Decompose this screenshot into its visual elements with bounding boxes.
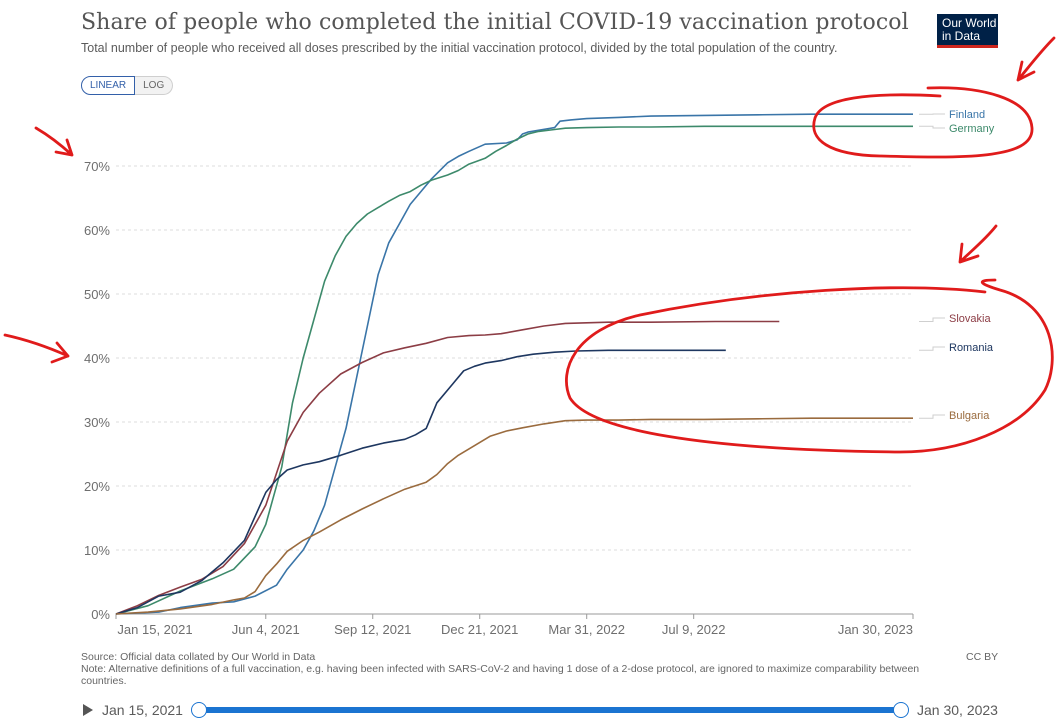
- y-tick-label: 60%: [84, 223, 110, 238]
- chart-title: Share of people who completed the initia…: [81, 10, 909, 35]
- legend-connector: [919, 346, 945, 351]
- annotation-arrow-40: [3, 333, 70, 364]
- series-label-bulgaria: Bulgaria: [949, 410, 990, 422]
- source-text: Source: Official data collated by Our Wo…: [81, 651, 316, 663]
- series-line-finland: [115, 113, 913, 615]
- series-line-bulgaria: [115, 417, 913, 615]
- scale-toggle[interactable]: LINEAR LOG: [81, 76, 174, 95]
- legend-connector: [919, 414, 945, 419]
- timeline-end-handle[interactable]: [893, 702, 909, 718]
- annotation-circle-top: [812, 86, 1034, 159]
- timeline-start-label: Jan 15, 2021: [102, 702, 183, 718]
- annotation-arrow-mid-right: [958, 224, 998, 264]
- chart-subtitle: Total number of people who received all …: [81, 41, 838, 55]
- chart-footer: Source: Official data collated by Our Wo…: [81, 651, 961, 687]
- series-label-finland: Finland: [949, 109, 985, 121]
- y-tick-label: 70%: [84, 159, 110, 174]
- x-tick-label: Sep 12, 2021: [334, 622, 411, 637]
- label-layer: Finland Germany Slovakia Romania Bulgaria: [919, 109, 995, 422]
- series-layer: [115, 113, 913, 615]
- series-line-germany: [115, 125, 913, 615]
- timeline-track[interactable]: [197, 707, 903, 713]
- timeline-end-label: Jan 30, 2023: [917, 702, 998, 718]
- series-label-slovakia: Slovakia: [949, 313, 991, 325]
- x-tick-label: Jan 15, 2021: [117, 622, 192, 637]
- logo-line-2: in Data: [942, 29, 981, 43]
- annotation-circle-bottom: [565, 278, 1054, 454]
- x-tick-label: Mar 31, 2022: [548, 622, 625, 637]
- line-chart: 0% 10% 20% 30% 40% 50% 60% 70% Jan 15, 2021 Jun 4…: [3, 36, 1056, 637]
- timeline-slider[interactable]: Jan 15, 2021 Jan 30, 2023: [81, 700, 1011, 720]
- y-tick-label: 30%: [84, 415, 110, 430]
- x-tick-label: Jul 9, 2022: [662, 622, 726, 637]
- license-link[interactable]: CC BY: [966, 651, 999, 663]
- annotation-arrow-70: [34, 126, 74, 157]
- annotation-layer: [3, 36, 1056, 454]
- legend-connector: [919, 317, 945, 322]
- note-text: Note: Alternative definitions of a full …: [81, 663, 920, 687]
- y-tick-label: 10%: [84, 543, 110, 558]
- series-label-romania: Romania: [949, 342, 994, 354]
- series-line-romania: [115, 349, 726, 615]
- series-label-germany: Germany: [949, 123, 995, 135]
- y-tick-label: 20%: [84, 479, 110, 494]
- axis-layer: 0% 10% 20% 30% 40% 50% 60% 70% Jan 15, 2021 Jun 4…: [84, 159, 914, 637]
- x-tick-label: Jun 4, 2021: [232, 622, 300, 637]
- y-tick-label: 50%: [84, 287, 110, 302]
- log-scale-button[interactable]: LOG: [135, 76, 174, 95]
- logo-line-1: Our World: [942, 16, 997, 30]
- x-tick-label: Jan 30, 2023: [838, 622, 913, 637]
- owid-logo[interactable]: Our World in Data: [937, 14, 998, 48]
- play-icon[interactable]: [83, 704, 93, 716]
- timeline-start-handle[interactable]: [191, 702, 207, 718]
- legend-connector: [919, 125, 945, 129]
- y-tick-label: 40%: [84, 351, 110, 366]
- y-tick-label: 0%: [91, 607, 110, 622]
- x-tick-label: Dec 21, 2021: [441, 622, 518, 637]
- linear-scale-button[interactable]: LINEAR: [81, 76, 136, 95]
- annotation-arrow-top-right: [1016, 36, 1056, 82]
- series-line-slovakia: [115, 320, 780, 615]
